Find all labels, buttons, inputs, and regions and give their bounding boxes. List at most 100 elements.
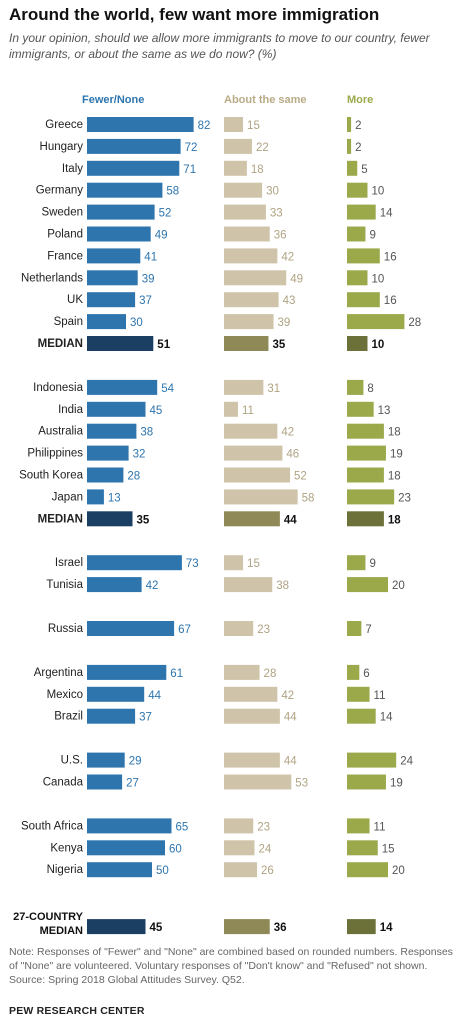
bar-more-germany <box>347 182 368 198</box>
value-fewer-israel: 73 <box>186 558 199 570</box>
bar-fewer-russia <box>87 621 175 636</box>
value-more-south-africa: 11 <box>374 821 386 833</box>
row-label-canada: Canada <box>43 777 84 789</box>
row-label-kenya: Kenya <box>50 842 83 854</box>
row-label-u-s: U.S. <box>61 755 83 767</box>
value-same-27-country-median: 36 <box>274 922 287 934</box>
row-label-netherlands: Netherlands <box>21 272 83 284</box>
bar-same-uk <box>224 292 279 308</box>
bar-more-israel <box>347 555 366 571</box>
value-same-south-korea: 52 <box>294 471 307 483</box>
value-more-u-s: 24 <box>400 756 413 768</box>
row-label-argentina: Argentina <box>34 667 84 679</box>
bar-same-kenya <box>224 840 255 856</box>
bar-more-india <box>347 401 374 417</box>
bar-fewer-median <box>87 336 154 351</box>
value-fewer-germany: 58 <box>166 186 179 198</box>
value-fewer-hungary: 72 <box>185 142 198 154</box>
value-same-greece: 15 <box>247 120 260 132</box>
value-more-greece: 2 <box>355 120 361 132</box>
value-fewer-canada: 27 <box>126 778 139 790</box>
note-text: Note: Responses of "Fewer" and "None" ar… <box>9 946 453 972</box>
value-same-brazil: 44 <box>284 712 297 724</box>
value-fewer-sweden: 52 <box>159 208 172 220</box>
bar-fewer-kenya <box>87 840 165 856</box>
value-more-australia: 18 <box>388 427 401 439</box>
legend-about-the-same: About the same <box>224 94 307 106</box>
value-same-nigeria: 26 <box>261 865 274 877</box>
value-fewer-nigeria: 50 <box>156 865 169 877</box>
bar-more-kenya <box>347 840 378 856</box>
row-label-france: France <box>47 250 83 262</box>
value-more-median: 10 <box>372 339 385 351</box>
row-label-india: India <box>58 404 84 416</box>
value-same-argentina: 28 <box>264 668 277 680</box>
bar-fewer-canada <box>87 774 123 790</box>
value-fewer-u-s: 29 <box>129 756 142 768</box>
row-label-south-korea: South Korea <box>19 470 84 482</box>
value-more-france: 16 <box>384 251 397 263</box>
bar-same-mexico <box>224 686 278 702</box>
row-label-russia: Russia <box>48 623 84 635</box>
legend-fewer-none: Fewer/None <box>82 94 144 106</box>
value-same-russia: 23 <box>257 624 270 636</box>
bar-same-nigeria <box>224 862 258 878</box>
value-more-germany: 10 <box>372 186 385 198</box>
bar-fewer-argentina <box>87 664 167 680</box>
bar-same-france <box>224 248 278 264</box>
bar-fewer-nigeria <box>87 862 152 878</box>
bar-fewer-u-s <box>87 752 125 768</box>
row-label-tunisia: Tunisia <box>46 579 83 591</box>
chart-notes: Note: Responses of "Fewer" and "None" ar… <box>9 945 459 987</box>
bar-more-uk <box>347 292 380 308</box>
value-same-median: 35 <box>272 339 285 351</box>
row-label-27-country-median-line1: 27-COUNTRY <box>13 911 84 923</box>
bar-more-argentina <box>347 664 360 680</box>
bar-fewer-brazil <box>87 708 136 724</box>
chart-title: Around the world, few want more immigrat… <box>9 5 380 24</box>
row-label-brazil: Brazil <box>54 711 83 723</box>
value-more-canada: 19 <box>390 778 403 790</box>
row-label-median: MEDIAN <box>38 513 83 525</box>
bar-same-tunisia <box>224 577 273 593</box>
value-fewer-median: 35 <box>137 514 150 526</box>
bar-same-u-s <box>224 752 280 768</box>
value-same-netherlands: 49 <box>290 273 303 285</box>
bar-same-brazil <box>224 708 280 724</box>
bar-same-israel <box>224 555 244 571</box>
bar-same-argentina <box>224 664 260 680</box>
bar-same-sweden <box>224 204 266 220</box>
value-same-israel: 15 <box>247 558 260 570</box>
bar-fewer-south-africa <box>87 818 172 834</box>
value-same-spain: 39 <box>278 317 291 329</box>
value-same-mexico: 42 <box>281 690 294 702</box>
value-same-uk: 43 <box>283 295 296 307</box>
value-fewer-south-korea: 28 <box>127 471 140 483</box>
value-more-mexico: 11 <box>374 690 386 702</box>
bar-fewer-poland <box>87 226 151 242</box>
bar-fewer-27-country-median <box>87 919 146 935</box>
value-fewer-india: 45 <box>150 405 163 417</box>
value-fewer-south-africa: 65 <box>176 821 189 833</box>
value-same-india: 11 <box>242 405 254 417</box>
value-more-netherlands: 10 <box>372 273 385 285</box>
bar-same-hungary <box>224 138 252 154</box>
value-same-indonesia: 31 <box>267 383 280 395</box>
value-more-israel: 9 <box>369 558 375 570</box>
value-fewer-australia: 38 <box>140 427 153 439</box>
value-fewer-tunisia: 42 <box>146 580 159 592</box>
bar-more-tunisia <box>347 577 388 593</box>
bar-same-canada <box>224 774 292 790</box>
bar-same-indonesia <box>224 379 264 395</box>
legend-more: More <box>347 94 373 106</box>
chart-subtitle: In your opinion, should we allow more im… <box>9 31 430 61</box>
bar-fewer-indonesia <box>87 379 158 395</box>
row-label-median: MEDIAN <box>38 338 83 350</box>
bar-more-hungary <box>347 138 352 154</box>
bar-more-median <box>347 336 368 351</box>
value-more-sweden: 14 <box>380 208 393 220</box>
row-label-sweden: Sweden <box>41 207 83 219</box>
value-fewer-27-country-median: 45 <box>150 922 163 934</box>
bar-fewer-uk <box>87 292 136 308</box>
row-label-israel: Israel <box>55 557 83 569</box>
